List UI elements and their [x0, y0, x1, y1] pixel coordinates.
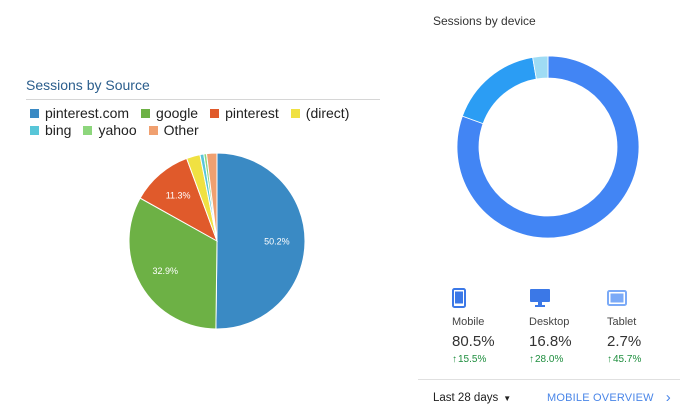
device-value: 16.8% [529, 333, 572, 350]
date-range-label: Last 28 days [433, 392, 499, 404]
device-change-value: 45.7% [613, 354, 642, 365]
pie-slice-label: 32.9% [152, 266, 178, 276]
date-range-dropdown[interactable]: Last 28 days ▼ [433, 392, 511, 404]
device-value: 2.7% [607, 333, 642, 350]
source-legend: pinterest.com google pinterest (direct) bing… [30, 105, 380, 138]
legend-swatch [210, 108, 220, 118]
tablet-icon [607, 290, 627, 306]
mobile-overview-link[interactable]: MOBILE OVERVIEW › [547, 389, 671, 406]
legend-label: pinterest.com [45, 105, 130, 121]
arrow-up-icon: ↑ [607, 354, 612, 365]
legend-item: yahoo [83, 122, 137, 138]
pie-slice-google[interactable] [128, 197, 218, 330]
legend-label: (direct) [305, 105, 350, 121]
legend-label: bing [45, 122, 72, 138]
device-change: ↑28.0% [529, 354, 609, 365]
legend-label: google [156, 105, 199, 121]
device-label: Desktop [529, 316, 570, 328]
pie-slice-pinterest-com[interactable] [215, 152, 306, 330]
device-change: ↑45.7% [607, 354, 687, 365]
sessions-by-source-panel: Sessions by Source pinterest.com google pi… [26, 77, 380, 330]
divider [418, 379, 680, 380]
legend-item: (direct) [290, 105, 350, 121]
pie-slice-label: 11.3% [166, 190, 191, 200]
device-stat-desktop: Desktop 16.8% ↑28.0% [529, 288, 609, 365]
legend-label: Other [163, 122, 199, 138]
legend-label: pinterest [225, 105, 279, 121]
legend-swatch [83, 125, 93, 135]
donut-segment-desktop[interactable] [461, 56, 537, 125]
legend-swatch [290, 108, 300, 118]
mobile-overview-label: MOBILE OVERVIEW [547, 392, 654, 404]
arrow-up-icon: ↑ [529, 354, 534, 365]
legend-label: yahoo [98, 122, 137, 138]
divider [26, 99, 380, 100]
legend-item: pinterest [210, 105, 279, 121]
caret-down-icon: ▼ [503, 393, 512, 403]
device-change-value: 28.0% [535, 354, 564, 365]
phone-icon [452, 288, 466, 308]
device-value: 80.5% [452, 333, 495, 350]
legend-item: bing [30, 122, 71, 138]
arrow-up-icon: ↑ [452, 354, 457, 365]
legend-item: google [141, 105, 198, 121]
legend-item: Other [148, 122, 199, 138]
desktop-icon [530, 289, 550, 307]
source-chart-title: Sessions by Source [26, 77, 150, 93]
legend-swatch [141, 108, 151, 118]
source-pie-chart: 50.2% 32.9% 11.3% [128, 152, 306, 330]
pie-slice-other[interactable] [205, 152, 218, 242]
device-chart-title: Sessions by device [433, 14, 536, 28]
device-stat-tablet: Tablet 2.7% ↑45.7% [607, 288, 687, 365]
donut-segment-tablet[interactable] [532, 55, 549, 80]
donut-segment-mobile[interactable] [456, 55, 640, 239]
device-change-value: 15.5% [458, 354, 487, 365]
legend-swatch [30, 125, 39, 135]
pie-slice-label: 50.2% [264, 236, 290, 246]
device-donut-chart [456, 55, 640, 239]
chevron-right-icon: › [665, 389, 671, 406]
device-stat-mobile: Mobile 80.5% ↑15.5% [452, 288, 532, 365]
legend-item: pinterest.com [30, 105, 129, 121]
device-change: ↑15.5% [452, 354, 532, 365]
device-label: Mobile [452, 316, 485, 328]
device-label: Tablet [607, 316, 637, 328]
legend-swatch [30, 108, 39, 118]
legend-swatch [148, 125, 158, 135]
